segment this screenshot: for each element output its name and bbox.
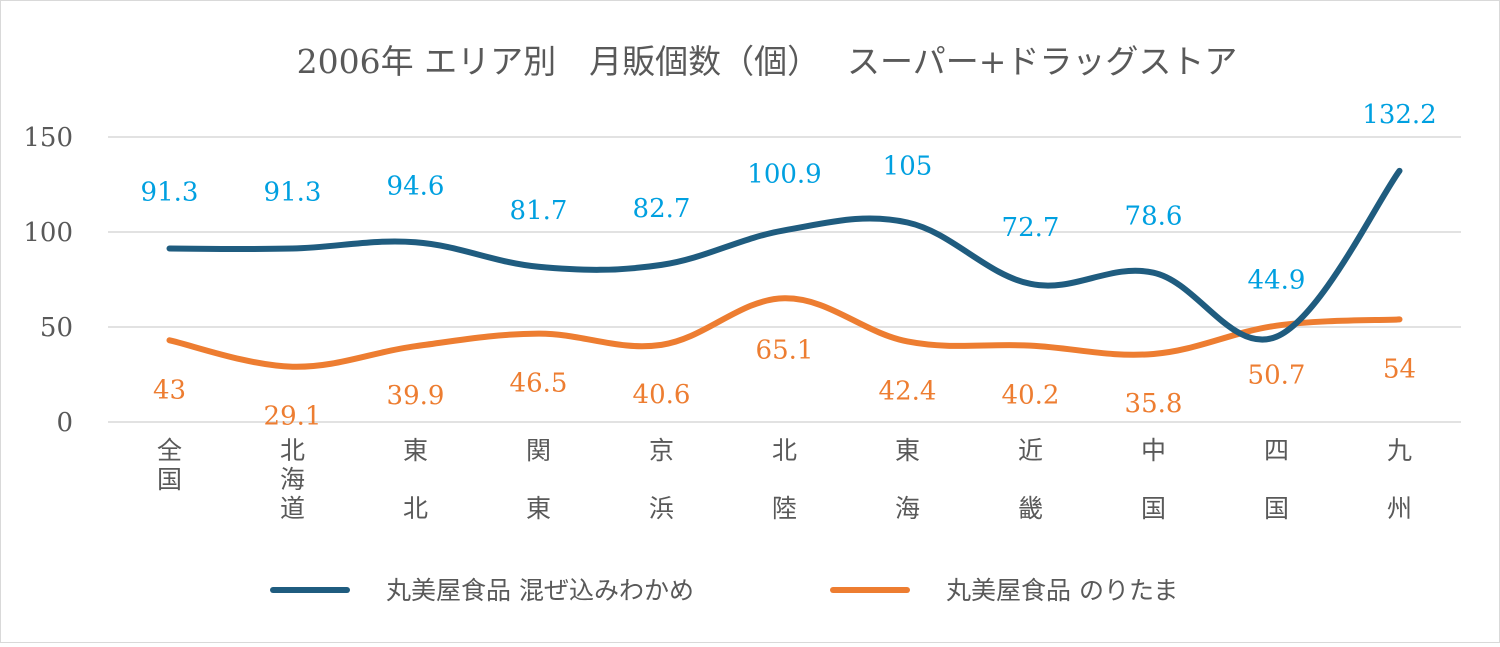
- data-label-noritama: 29.1: [264, 402, 322, 432]
- x-tick-label: 九 州: [1387, 436, 1412, 523]
- y-tick-label: 0: [56, 408, 73, 438]
- x-tick-label: 全国: [157, 436, 182, 494]
- legend-label-noritama: 丸美屋食品 のりたま: [946, 576, 1178, 605]
- y-tick-label: 100: [23, 218, 73, 248]
- x-tick-label: 東 海: [895, 436, 920, 523]
- x-tick-label: 中 国: [1141, 436, 1166, 523]
- data-label-wakame: 44.9: [1248, 266, 1306, 296]
- legend-label-wakame: 丸美屋食品 混ぜ込みわかめ: [386, 576, 694, 605]
- data-label-noritama: 65.1: [756, 335, 814, 365]
- legend: 丸美屋食品 混ぜ込みわかめ 丸美屋食品 のりたま: [270, 576, 1178, 605]
- y-axis-ticks: 0 50 100 150: [23, 123, 73, 438]
- data-labels: 91.3 91.3 94.6 81.7 82.7 100.9 105 72.7 78.6 44.9…: [141, 100, 1437, 432]
- series-line-wakame: [166, 167, 1403, 343]
- x-tick-label: 東 北: [403, 436, 428, 523]
- data-label-noritama: 39.9: [387, 381, 445, 411]
- data-label-noritama: 46.5: [510, 369, 568, 399]
- data-label-noritama: 50.7: [1248, 361, 1306, 391]
- data-label-noritama: 35.8: [1125, 389, 1183, 419]
- data-label-wakame: 100.9: [747, 159, 821, 189]
- data-label-noritama: 43: [153, 375, 186, 405]
- data-label-wakame: 91.3: [141, 178, 199, 208]
- data-label-wakame: 94.6: [387, 171, 445, 201]
- data-label-wakame: 132.2: [1362, 100, 1436, 130]
- x-tick-label: 関 東: [526, 436, 551, 523]
- data-label-noritama: 54: [1383, 354, 1416, 384]
- chart-title: 2006年 エリア別 月販個数（個） スーパー+ドラッグストア: [297, 42, 1238, 81]
- data-label-noritama: 40.6: [633, 380, 691, 410]
- data-label-noritama: 42.4: [879, 376, 937, 406]
- data-label-wakame: 91.3: [264, 178, 322, 208]
- x-tick-label: 北海道: [280, 436, 305, 523]
- x-tick-label: 四 国: [1264, 436, 1289, 523]
- x-tick-label: 近 畿: [1018, 436, 1043, 523]
- y-tick-label: 50: [40, 313, 73, 343]
- data-label-wakame: 78.6: [1125, 202, 1183, 232]
- x-tick-label: 京 浜: [649, 436, 674, 523]
- data-label-wakame: 72.7: [1002, 213, 1060, 243]
- series-line-noritama: [166, 295, 1403, 370]
- data-label-wakame: 82.7: [633, 194, 691, 224]
- y-tick-label: 150: [23, 123, 73, 153]
- series-lines: [166, 167, 1403, 370]
- data-label-wakame: 81.7: [510, 196, 568, 226]
- x-axis-ticks: 全国 北海道 東 北 関 東 京 浜 北 陸 東 海 近 畿 中 国 四 国 九 州: [157, 436, 1412, 523]
- data-label-wakame: 105: [883, 152, 933, 182]
- data-label-noritama: 40.2: [1002, 381, 1060, 411]
- x-tick-label: 北 陸: [772, 436, 797, 523]
